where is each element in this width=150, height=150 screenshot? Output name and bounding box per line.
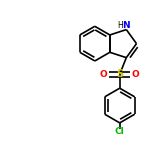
Text: O: O: [100, 70, 108, 79]
Text: Cl: Cl: [115, 128, 125, 136]
Text: O: O: [132, 70, 140, 79]
Text: H: H: [118, 21, 123, 30]
Text: S: S: [116, 69, 123, 79]
Text: N: N: [123, 21, 130, 30]
